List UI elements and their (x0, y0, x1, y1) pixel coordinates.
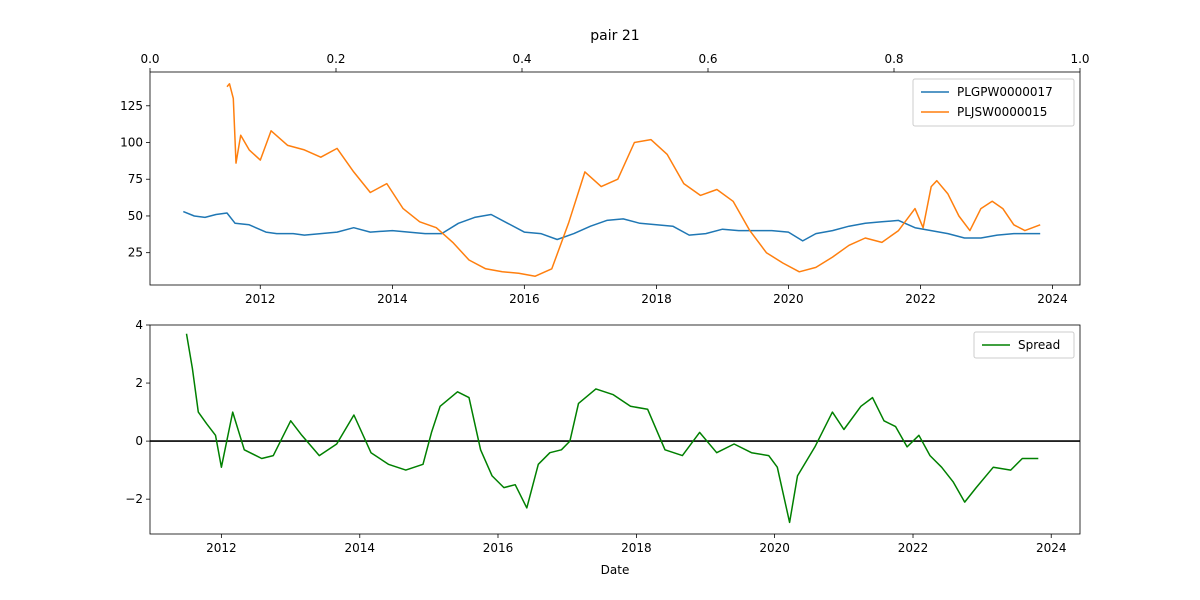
top-tick-label: 0.6 (698, 52, 717, 66)
y-tick-label: 75 (128, 172, 143, 186)
top-tick-label: 1.0 (1070, 52, 1089, 66)
x-tick-label: 2022 (905, 292, 936, 306)
y-tick-label: 2 (135, 376, 143, 390)
x-tick-label: 2016 (483, 541, 514, 555)
price-legend: PLGPW0000017 PLJSW0000015 (912, 78, 1075, 127)
series-line-0 (183, 210, 1041, 242)
y-tick-label: 125 (120, 99, 143, 113)
chart-title: pair 21 (590, 28, 639, 44)
x-tick-label: 2012 (245, 292, 276, 306)
plot-frame (149, 324, 1081, 535)
y-tick-label: 0 (135, 434, 143, 448)
y-tick-label: −2 (125, 492, 143, 506)
top-tick-label: 0.4 (512, 52, 531, 66)
spread-legend: Spread (973, 331, 1075, 359)
x-tick-label: 2024 (1037, 292, 1068, 306)
series-line-0 (185, 333, 1039, 524)
x-tick-label: 2020 (773, 292, 804, 306)
series-line-1 (226, 83, 1041, 277)
legend-box (973, 331, 1075, 359)
x-tick-label: 2014 (345, 541, 376, 555)
x-tick-label: 2018 (641, 292, 672, 306)
legend-box (912, 78, 1075, 127)
x-tick-label: 2024 (1036, 541, 1067, 555)
spread-plot-area: 2012 2014 2016 2018 2020 2022 2024 −2 0 2 4 (125, 318, 1081, 555)
y-tick-label: 25 (128, 246, 143, 260)
legend-label: PLGPW0000017 (957, 85, 1053, 99)
price-plot-area: 2012 2014 2016 2018 2020 2022 2024 25 50 75 100 125… (120, 52, 1089, 306)
legend-label: Spread (1018, 338, 1060, 352)
x-tick-label: 2020 (759, 541, 790, 555)
x-tick-label: 2016 (509, 292, 540, 306)
spread-chart: Date 2012 2014 2016 2018 2020 2022 2024 −2 0 2 4 S… (125, 318, 1081, 577)
y-tick-label: 4 (135, 318, 143, 332)
x-tick-label: 2018 (621, 541, 652, 555)
x-tick-label: 2012 (206, 541, 237, 555)
y-tick-label: 100 (120, 136, 143, 150)
y-tick-label: 50 (128, 209, 143, 223)
x-tick-label: 2014 (377, 292, 408, 306)
x-tick-label: 2022 (898, 541, 929, 555)
legend-label: PLJSW0000015 (957, 105, 1047, 119)
price-chart: pair 21 2012 2014 2016 2018 2020 2022 2024 25 50… (120, 28, 1089, 306)
top-tick-label: 0.0 (140, 52, 159, 66)
top-tick-label: 0.2 (326, 52, 345, 66)
top-tick-label: 0.8 (884, 52, 903, 66)
x-axis-label: Date (601, 563, 630, 577)
plot-frame (149, 71, 1081, 286)
